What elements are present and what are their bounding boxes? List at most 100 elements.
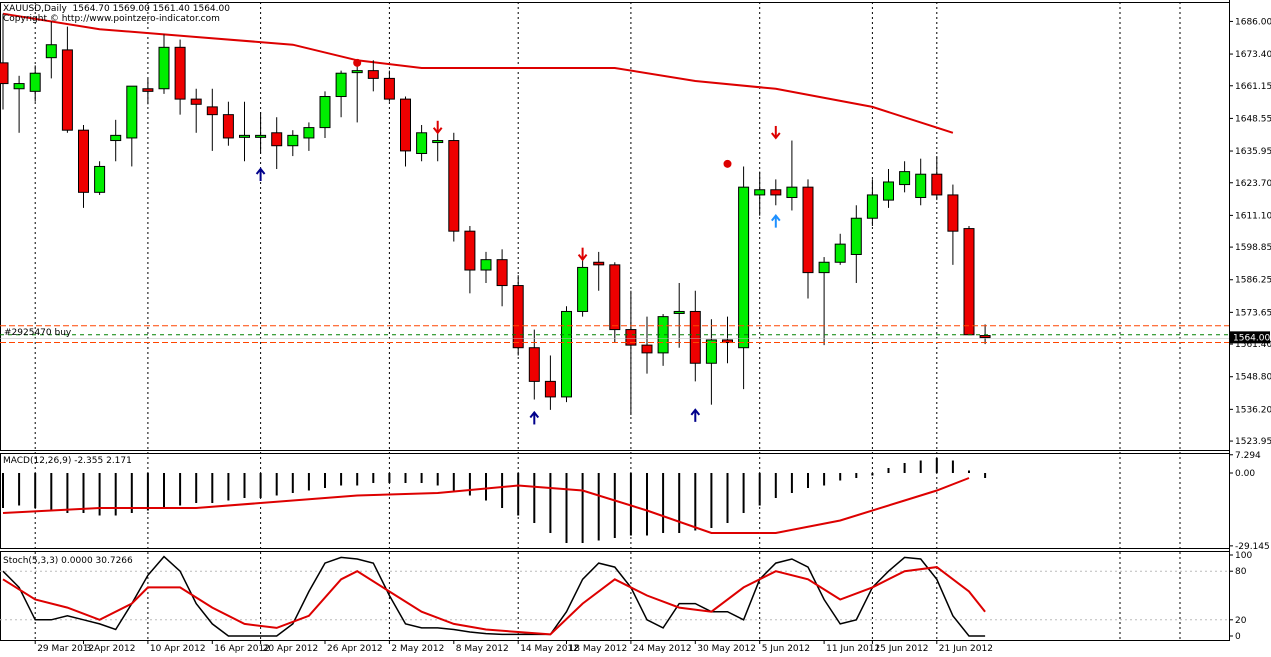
- candle: [416, 125, 428, 162]
- candle-body: [255, 134, 267, 138]
- candle: [448, 132, 460, 242]
- candle: [29, 65, 41, 102]
- candle-body: [174, 46, 186, 100]
- candle: [738, 166, 750, 390]
- candle-body: [754, 189, 766, 196]
- current-price-label: 1564.00: [1233, 333, 1270, 343]
- candle: [287, 130, 299, 157]
- macd-tick-label: 7.294: [1235, 451, 1261, 461]
- candle-body: [61, 49, 73, 131]
- candle-body: [432, 140, 444, 144]
- candle-body: [367, 70, 379, 79]
- candle: [722, 316, 733, 364]
- candle-body: [416, 132, 428, 154]
- date-label: 21 Jun 2012: [939, 644, 993, 654]
- candle: [351, 62, 363, 123]
- candle: [786, 140, 798, 211]
- date-label: 26 Apr 2012: [327, 644, 383, 654]
- candle-body: [158, 46, 170, 90]
- macd-tick-label: -29.145: [1235, 542, 1270, 552]
- candle-body: [561, 310, 572, 398]
- candle: [915, 158, 927, 206]
- price-tick-label: 1686.00: [1235, 17, 1271, 27]
- price-tick-label: 1598.85: [1235, 243, 1271, 253]
- candle: [94, 161, 106, 195]
- candle: [834, 233, 846, 265]
- moving-average-layer: [2, 12, 954, 134]
- candle: [593, 251, 605, 291]
- date-label: 15 Jun 2012: [874, 644, 928, 654]
- date-label: 10 Apr 2012: [150, 644, 206, 654]
- candle: [770, 179, 782, 206]
- candle-body: [770, 189, 782, 196]
- candle: [206, 88, 218, 151]
- candle: [866, 179, 878, 226]
- candle-body: [609, 264, 621, 331]
- candle: [45, 21, 57, 79]
- symbol-label: XAUUSD,Daily: [3, 4, 67, 14]
- moving-average-line: [2, 12, 954, 134]
- candle-body: [222, 114, 234, 139]
- date-label: 24 May 2012: [633, 644, 692, 654]
- candle-body: [850, 217, 862, 255]
- candle: [174, 39, 186, 115]
- candle: [480, 251, 492, 283]
- signals-layer: [255, 58, 781, 425]
- sell-arrow: [771, 125, 781, 140]
- date-label: 5 Jun 2012: [762, 644, 810, 654]
- candle-body: [866, 194, 878, 219]
- candle-body: [287, 134, 299, 147]
- date-label: 14 May 2012: [520, 644, 579, 654]
- macd-tick-label: 0.00: [1235, 469, 1255, 479]
- date-label: 2 May 2012: [391, 644, 444, 654]
- order-label: #2925470 buy: [4, 328, 72, 338]
- candle: [673, 282, 685, 348]
- candle-body: [722, 339, 733, 344]
- candle-body: [319, 96, 331, 129]
- sell-arrow: [432, 120, 443, 135]
- macd-signal-line: [2, 477, 970, 534]
- arrow-head: [771, 132, 781, 140]
- grid-layer: [0, 0, 1230, 641]
- price-tick-label: 1548.80: [1235, 373, 1271, 383]
- candle: [496, 249, 508, 307]
- candle-body: [963, 228, 975, 336]
- candle-body: [303, 127, 315, 139]
- candle: [190, 88, 202, 133]
- price-tick-label: 1611.10: [1235, 211, 1271, 221]
- candle-body: [78, 129, 89, 193]
- candle-body: [802, 186, 814, 274]
- candle-body: [705, 339, 717, 364]
- candle-body: [126, 85, 138, 139]
- candle-body: [689, 310, 701, 364]
- candle-body: [496, 259, 508, 287]
- candle-body: [190, 98, 202, 105]
- candle-body: [335, 72, 347, 98]
- candle: [158, 34, 170, 94]
- candle-body: [625, 329, 637, 346]
- candle: [271, 117, 283, 170]
- candle-body: [818, 261, 830, 274]
- candle-body: [480, 259, 492, 271]
- signal-dot: [353, 58, 362, 67]
- candle: [319, 91, 331, 138]
- stoch-main-line: [2, 555, 986, 637]
- arrow-head: [432, 127, 443, 135]
- candle-body: [528, 347, 540, 382]
- candle: [818, 257, 830, 346]
- candle-body: [673, 310, 685, 314]
- macd-title: MACD(12,26,9) -2.355 2.171: [3, 456, 132, 466]
- date-label: 29 Mar 2012: [37, 644, 94, 654]
- candle-body: [786, 186, 798, 199]
- date-label: 8 May 2012: [456, 644, 509, 654]
- candle: [303, 122, 315, 151]
- candle-body: [383, 77, 395, 100]
- candle: [239, 101, 250, 162]
- stoch-tick-label: 0: [1235, 632, 1241, 642]
- candle-body: [0, 62, 9, 85]
- date-label: 18 May 2012: [569, 644, 628, 654]
- price-tick-label: 1648.55: [1235, 114, 1271, 124]
- candle-body: [142, 88, 154, 92]
- candle: [802, 179, 814, 299]
- candle: [13, 75, 25, 133]
